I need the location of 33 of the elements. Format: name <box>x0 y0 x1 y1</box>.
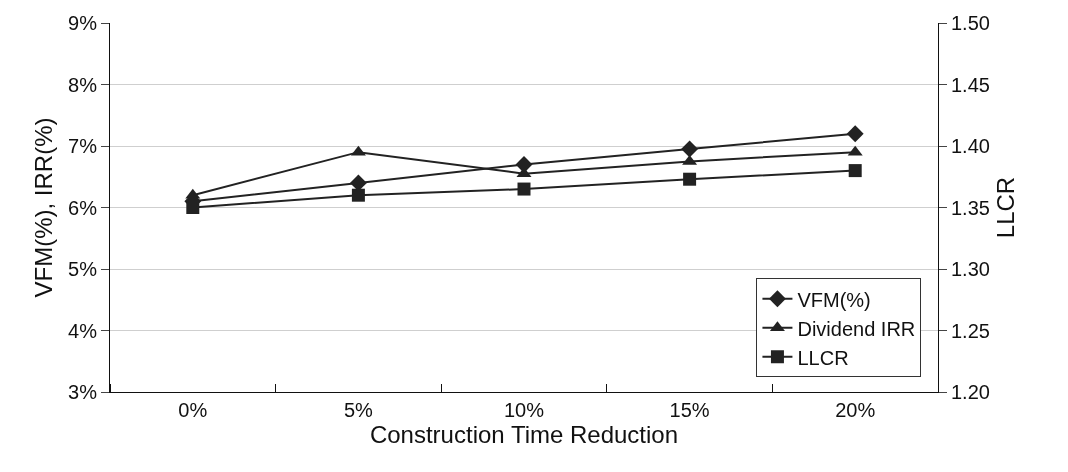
y2-tick-label: 1.20 <box>951 381 990 403</box>
point <box>681 140 699 158</box>
y2-tick-label: 1.30 <box>951 258 990 280</box>
x-tick-label: 20% <box>835 399 876 421</box>
point <box>683 172 697 186</box>
y-tick-label: 7% <box>68 135 98 157</box>
point <box>351 188 365 202</box>
legend-label: Dividend IRR <box>797 317 916 340</box>
x-tick-label: 5% <box>343 399 374 421</box>
y-tick-label: 3% <box>68 381 98 403</box>
legend-label: VFM(%) <box>797 288 871 311</box>
y-tick-label: 5% <box>68 258 98 280</box>
y2-tick-label: 1.40 <box>951 135 990 157</box>
y2-axis-title: LLCR <box>991 176 1019 239</box>
y2-tick-label: 1.35 <box>951 196 990 219</box>
y-tick-label: 4% <box>68 319 98 342</box>
y-tick-label: 9% <box>68 12 98 34</box>
y2-tick-label: 1.45 <box>951 73 990 96</box>
y-tick-label: 8% <box>68 73 98 96</box>
point <box>517 182 531 196</box>
y-axis-title: VFM(%), IRR(%) <box>30 117 57 298</box>
x-axis-title: Construction Time Reduction <box>369 421 679 448</box>
point <box>515 156 533 173</box>
y2-tick-label: 1.25 <box>951 319 990 342</box>
legend-label: LLCR <box>797 346 849 369</box>
point <box>186 201 200 214</box>
x-tick-label: 10% <box>503 399 545 421</box>
point <box>848 164 862 178</box>
x-tick-label: 0% <box>178 399 208 421</box>
y2-tick-label: 1.50 <box>951 12 990 34</box>
x-tick-label: 15% <box>669 399 710 421</box>
y-tick-label: 6% <box>68 196 98 219</box>
point <box>846 125 864 143</box>
